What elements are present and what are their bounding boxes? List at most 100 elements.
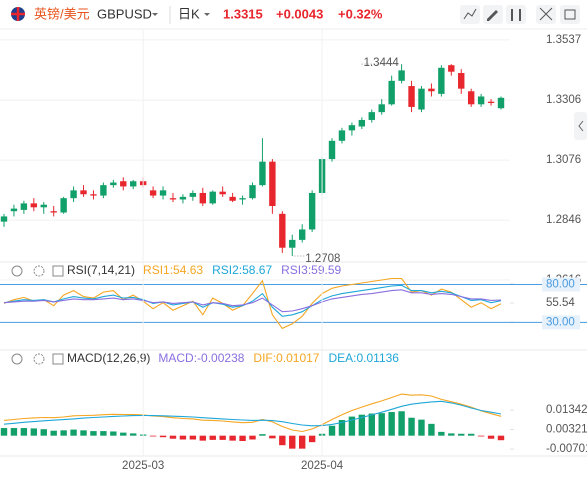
histogram-bar — [388, 412, 395, 436]
histogram-bar — [189, 435, 197, 440]
tool-button[interactable] — [560, 5, 580, 24]
histogram-bar — [169, 435, 177, 439]
histogram-bar — [100, 431, 107, 436]
histogram-bar — [10, 428, 18, 436]
legend-entry: DIF:0.01017 — [253, 351, 319, 365]
candle-body — [378, 104, 385, 113]
tool-icon — [539, 7, 553, 21]
y-tick-label: 0.00321 — [546, 424, 587, 436]
histogram-bar — [398, 411, 405, 436]
candle-body — [20, 203, 28, 210]
candle-body — [368, 112, 375, 120]
series-line — [3, 277, 502, 330]
histogram-bar — [438, 431, 445, 436]
histogram-bar — [418, 419, 425, 436]
legend-entry: RSI2:58.67 — [212, 263, 272, 277]
candle-body — [110, 182, 117, 186]
y-tick-label: 55.54 — [546, 297, 575, 309]
histogram-bar — [0, 428, 8, 436]
histogram-bar — [130, 433, 137, 436]
change-pct: +0.32% — [338, 6, 383, 21]
candle-body — [428, 88, 435, 92]
y-tick-label: 1.3537 — [546, 34, 581, 46]
histogram-bar — [448, 433, 455, 436]
candle-body — [169, 198, 177, 200]
histogram-bar — [358, 414, 366, 436]
candle-body — [229, 196, 236, 201]
reference-label: 30.00 — [546, 316, 575, 328]
histogram-bar — [408, 417, 415, 436]
candle-body — [60, 198, 67, 213]
candle-body — [249, 185, 256, 199]
histogram-bar — [467, 433, 475, 436]
series-line — [3, 400, 502, 427]
histogram-bar — [219, 435, 226, 440]
x-tick-label: 2025-03 — [122, 460, 164, 472]
histogram-bar — [40, 429, 47, 436]
candle-body — [70, 190, 77, 199]
y-tick-label: 0.01342 — [546, 404, 587, 416]
candle-body — [388, 80, 395, 105]
histogram-bar — [458, 433, 465, 436]
eye-icon[interactable] — [11, 265, 23, 277]
candle-body — [219, 191, 226, 195]
series-line — [3, 289, 502, 313]
collapse-button[interactable] — [574, 112, 587, 140]
histogram-bar — [20, 428, 28, 436]
settings-dot[interactable] — [52, 265, 64, 277]
candle-body — [467, 91, 475, 105]
price: 1.3315 — [223, 6, 263, 21]
candle-body — [418, 88, 425, 110]
histogram-bar — [159, 435, 167, 438]
y-tick-label: 1.2846 — [546, 214, 581, 226]
candle-body — [398, 70, 405, 81]
candle-body — [448, 65, 455, 72]
candle-body — [487, 101, 495, 104]
min-label: 1.2708 — [305, 253, 340, 265]
histogram-bar — [279, 435, 286, 446]
histogram-bar — [338, 420, 346, 436]
reference-label-box — [542, 315, 580, 330]
candle-body — [50, 211, 57, 213]
candle-body — [30, 203, 38, 208]
x-tick-label: 2025-04 — [301, 460, 344, 472]
histogram-bar — [487, 435, 495, 439]
candle-body — [0, 216, 8, 222]
caret[interactable] — [204, 13, 210, 16]
caret[interactable] — [152, 13, 158, 16]
gear-icon[interactable] — [33, 265, 45, 277]
histogram-bar — [328, 425, 336, 436]
histogram-bar — [368, 413, 375, 436]
histogram-bar — [179, 435, 187, 440]
legend-entry: DEA:0.01136 — [328, 351, 399, 365]
candle-body — [358, 119, 366, 127]
candle-body — [477, 96, 485, 105]
candle-body — [458, 73, 465, 89]
candle-body — [338, 130, 346, 141]
histogram-bar — [428, 423, 435, 436]
histogram-bar — [348, 416, 356, 436]
candle-body — [279, 213, 286, 248]
eye-icon[interactable] — [11, 353, 23, 365]
histogram-bar — [378, 413, 385, 436]
y-tick-label: 1.3076 — [546, 154, 581, 166]
tool-icon — [564, 9, 576, 20]
histogram-bar — [199, 435, 206, 441]
candle-body — [10, 208, 18, 212]
collapse-icon — [578, 120, 584, 132]
symbol[interactable]: GBPUSD — [97, 6, 152, 21]
histogram-bar — [299, 435, 306, 449]
candle-body — [179, 196, 187, 200]
period[interactable]: 日K — [178, 6, 200, 21]
histogram-bar — [269, 435, 276, 439]
change: +0.0043 — [276, 6, 323, 21]
tool-button[interactable] — [506, 5, 526, 24]
gear-icon[interactable] — [33, 353, 45, 365]
settings-dot[interactable] — [52, 353, 64, 365]
histogram-bar — [30, 428, 38, 436]
histogram-bar — [60, 430, 67, 436]
max-label: 1.3444 — [364, 57, 400, 69]
candle-body — [348, 125, 356, 131]
